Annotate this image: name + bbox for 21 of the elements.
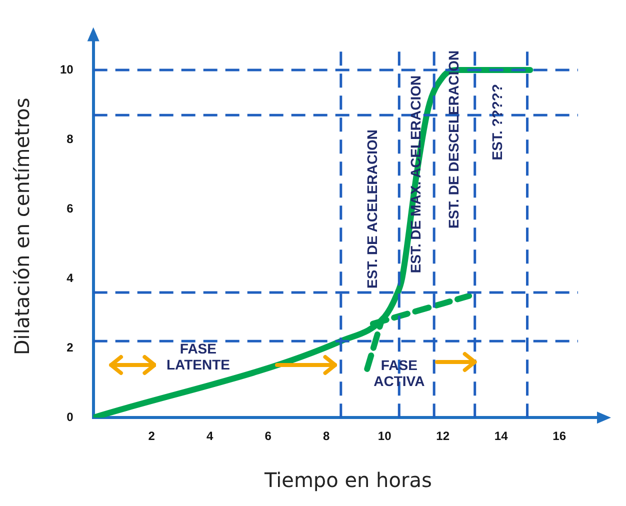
x-tick-label: 2: [148, 429, 156, 444]
annotation: EST. DE ACELERACION: [364, 130, 380, 288]
x-tick-label: 6: [264, 429, 272, 444]
annotation: EST. DE DESCELERACION: [445, 50, 462, 229]
x-tick-label: 16: [552, 429, 566, 444]
y-tick-label: 4: [66, 270, 74, 285]
x-tick-label: 4: [206, 429, 214, 444]
annotation: EST. DE MAX. ACELERACION: [407, 75, 424, 274]
y-tick-label: 2: [66, 340, 74, 354]
y-axis-title: Dilatación en centímetros: [10, 98, 34, 356]
x-tick-label: 10: [378, 429, 392, 444]
y-tick-label: 10: [60, 62, 74, 76]
x-tick-label: 14: [494, 429, 508, 444]
y-tick-label: 8: [66, 132, 74, 146]
x-tick-label: 12: [436, 429, 450, 444]
annotation: EST. ?????: [489, 84, 506, 160]
y-tick-label: 0: [66, 410, 74, 424]
x-tick-label: 8: [322, 429, 330, 444]
x-axis-title: Tiempo en horas: [263, 468, 432, 492]
y-tick-label: 6: [66, 201, 74, 216]
annotation: FASE LATENTE: [166, 340, 230, 373]
